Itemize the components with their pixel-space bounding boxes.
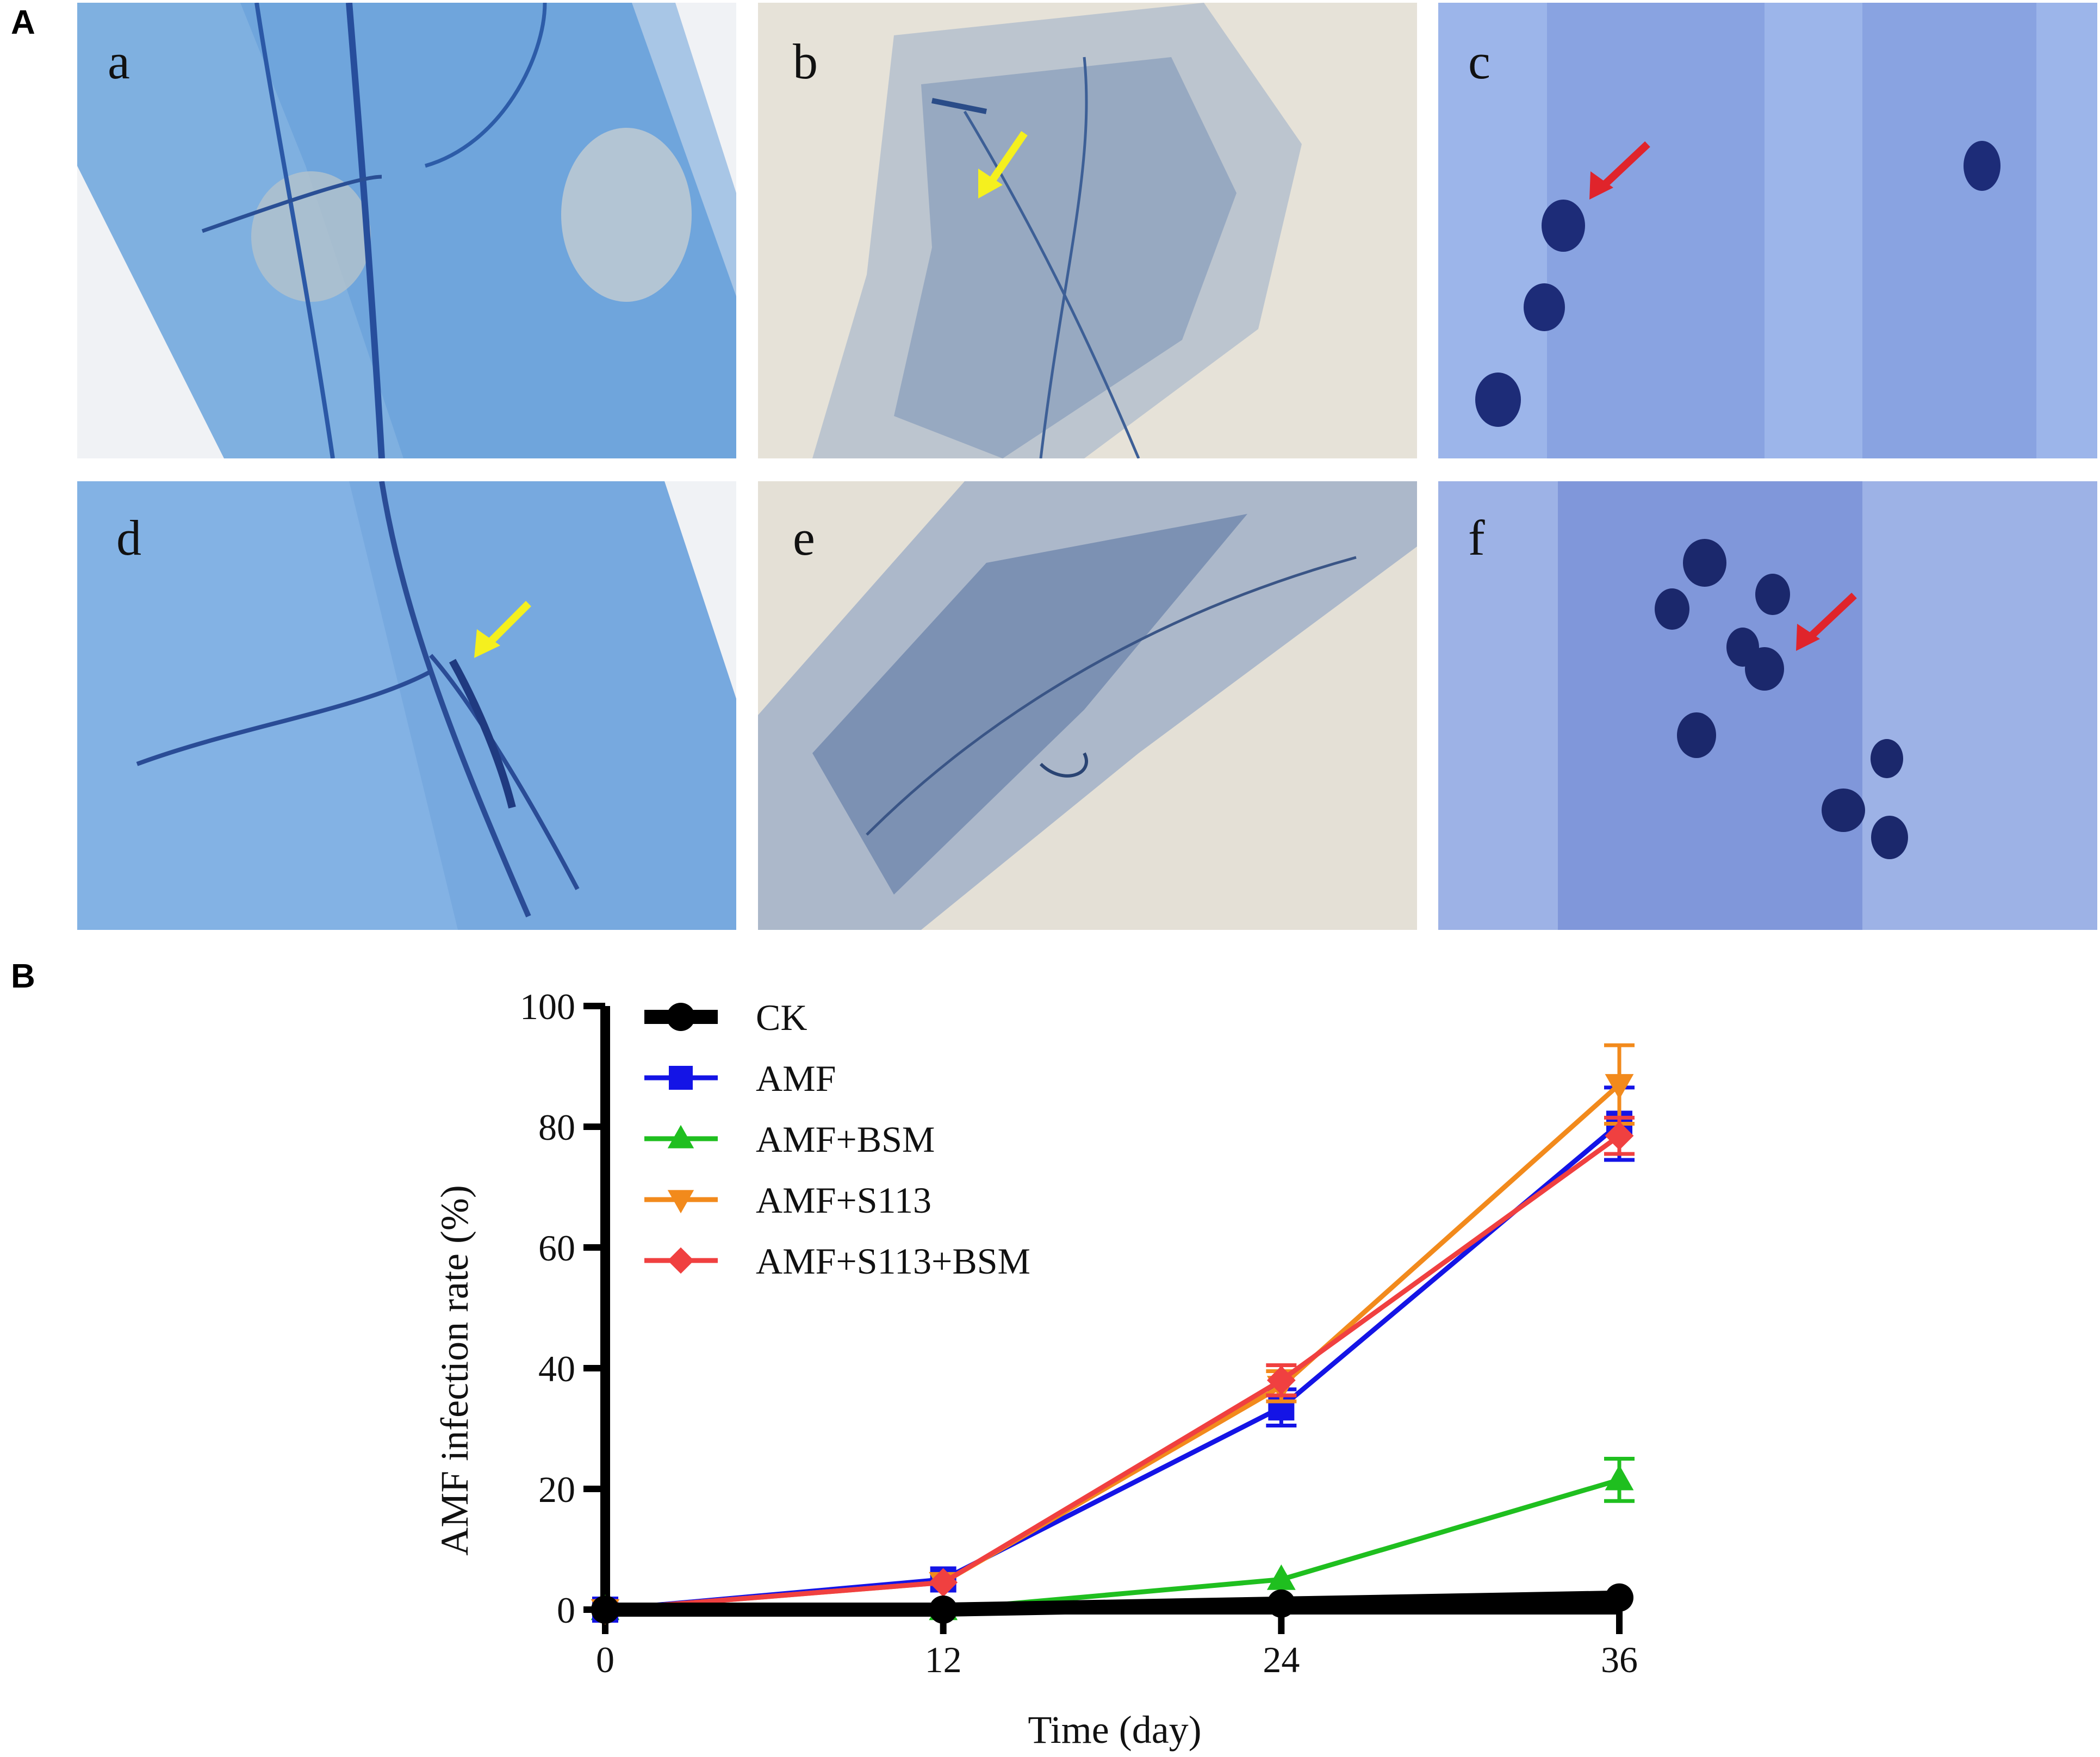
legend-label: AMF — [756, 1058, 836, 1099]
data-point — [1267, 1589, 1296, 1618]
micrograph-c — [1438, 3, 2097, 458]
panel-b-letter: B — [11, 958, 35, 995]
series-amf — [592, 1085, 1635, 1623]
legend-label: AMF+S113+BSM — [756, 1240, 1030, 1282]
micrograph-c-label: c — [1468, 34, 1490, 89]
legend-entry: AMF — [644, 1058, 836, 1099]
legend-entry: AMF+BSM — [644, 1119, 935, 1160]
y-tick-label: 80 — [538, 1107, 575, 1148]
data-point — [1605, 1583, 1633, 1612]
series-ck — [591, 1583, 1633, 1624]
series-amf-s113-bsm — [591, 1115, 1635, 1624]
y-tick-label: 60 — [538, 1227, 575, 1269]
micrograph-f-label: f — [1468, 510, 1485, 566]
micrograph-b-label: b — [793, 34, 818, 89]
micrograph-d-label: d — [116, 510, 141, 566]
x-tick-label: 36 — [1601, 1639, 1638, 1680]
y-tick-label: 20 — [538, 1469, 575, 1510]
panel-a-letter: A — [11, 4, 35, 41]
x-axis-title: Time (day) — [1028, 1708, 1201, 1752]
micrograph-a — [77, 3, 736, 458]
data-point — [1266, 1564, 1296, 1590]
legend-label: AMF+BSM — [756, 1119, 935, 1160]
legend-entry: CK — [644, 997, 807, 1038]
micrograph-e-label: e — [793, 510, 815, 566]
y-tick-label: 100 — [520, 986, 575, 1027]
data-point — [1266, 1365, 1296, 1395]
legend-marker — [667, 1125, 694, 1148]
data-point — [591, 1595, 619, 1624]
x-tick-label: 12 — [925, 1639, 962, 1680]
x-tick-label: 0 — [596, 1639, 614, 1680]
series-line — [605, 1082, 1621, 1612]
data-point — [1605, 1074, 1634, 1100]
micrograph-a-label: a — [108, 34, 130, 89]
data-point — [929, 1568, 958, 1597]
micrograph-b — [758, 3, 1417, 458]
series-amf-s113 — [591, 1043, 1635, 1625]
y-axis-title: AMF infection rate (%) — [433, 1185, 476, 1556]
legend-marker — [667, 1003, 695, 1031]
data-point — [929, 1595, 958, 1624]
legend-marker — [667, 1247, 694, 1274]
y-tick-label: 0 — [557, 1590, 575, 1631]
legend-entry: AMF+S113 — [644, 1179, 931, 1221]
legend-marker — [669, 1066, 693, 1090]
infection-rate-chart: 0 20 40 60 80 100 0 12 24 36 CK AMF AMF+BSM AMF+S113… — [433, 986, 1638, 1752]
series-line — [605, 1134, 1621, 1612]
legend-entry: AMF+S113+BSM — [644, 1240, 1030, 1282]
micrograph-f — [1438, 481, 2097, 930]
micrograph-d — [77, 481, 736, 930]
series-line — [605, 1590, 1620, 1617]
data-point — [1605, 1464, 1634, 1491]
series-line — [605, 1477, 1620, 1612]
legend-label: AMF+S113 — [756, 1179, 931, 1221]
y-tick-label: 40 — [538, 1348, 575, 1389]
micrograph-e — [758, 481, 1417, 930]
legend-marker — [667, 1190, 694, 1214]
x-tick-label: 24 — [1263, 1639, 1300, 1680]
legend-label: CK — [756, 997, 807, 1038]
